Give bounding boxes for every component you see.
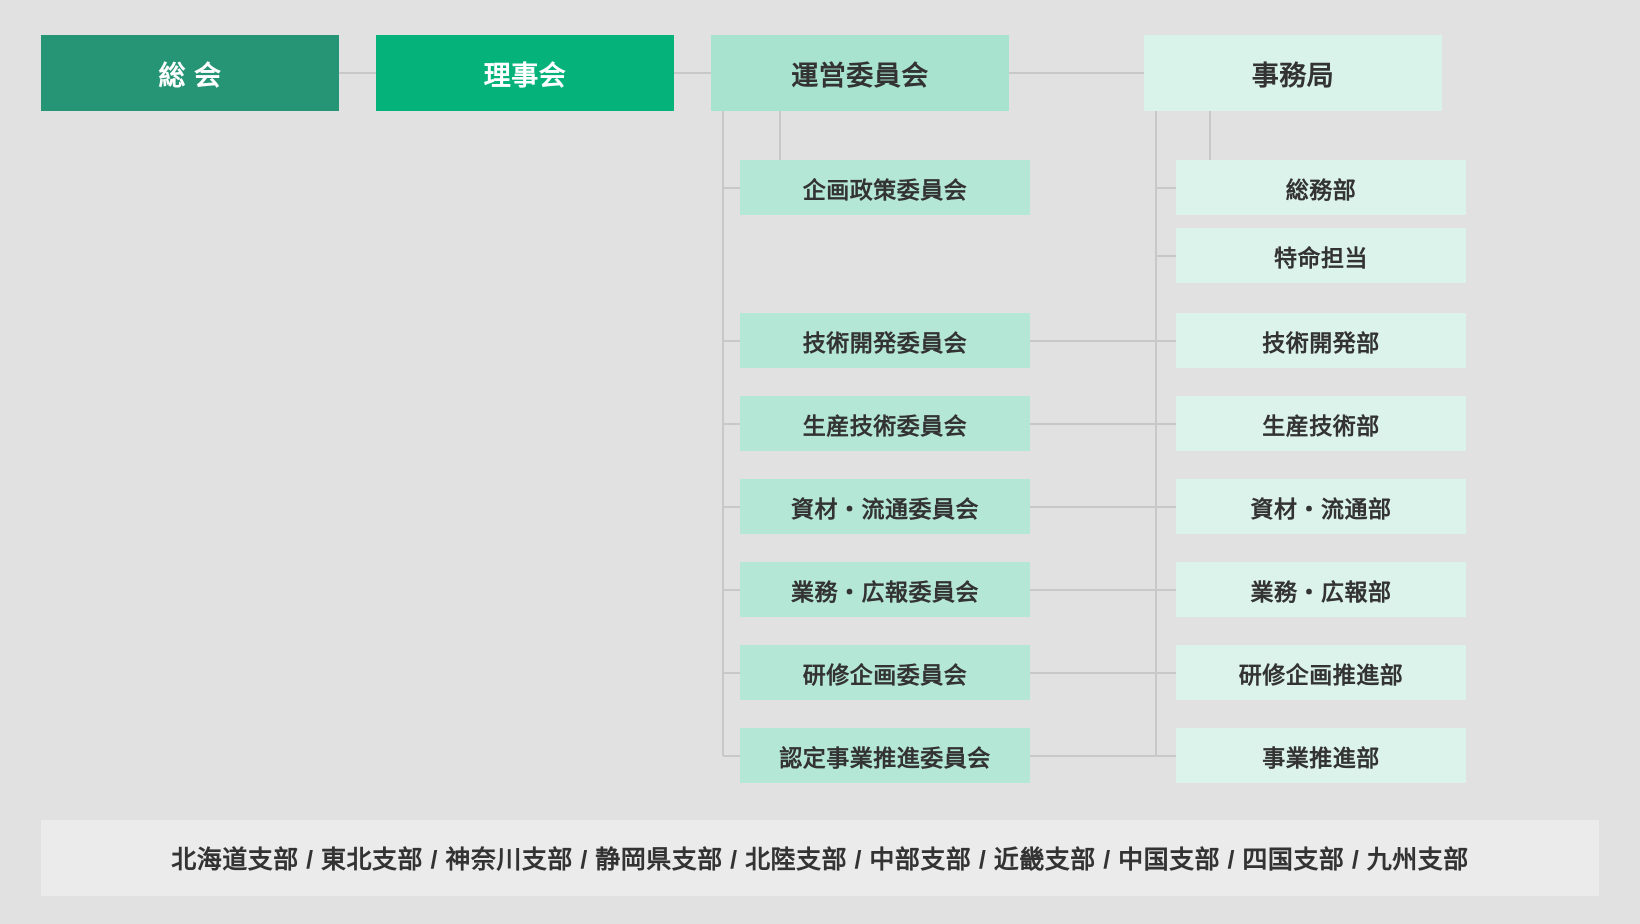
connector-line — [723, 506, 740, 508]
connector-line — [339, 72, 376, 74]
top-node-1: 理事会 — [376, 35, 674, 111]
department-box: 生産技術部 — [1176, 396, 1466, 451]
top-node-3: 事務局 — [1144, 35, 1442, 111]
connector-line — [1156, 340, 1176, 342]
branches-footer: 北海道支部 / 東北支部 / 神奈川支部 / 静岡県支部 / 北陸支部 / 中部… — [41, 820, 1599, 896]
committee-box: 資材・流通委員会 — [740, 479, 1030, 534]
connector-line — [1156, 506, 1176, 508]
connector-line — [723, 187, 740, 189]
connector-line — [723, 755, 740, 757]
committee-box: 生産技術委員会 — [740, 396, 1030, 451]
connector-line — [1156, 589, 1176, 591]
department-box: 資材・流通部 — [1176, 479, 1466, 534]
department-box: 業務・広報部 — [1176, 562, 1466, 617]
connector-line — [1209, 111, 1211, 160]
top-node-2: 運営委員会 — [711, 35, 1009, 111]
connector-line — [1156, 255, 1176, 257]
department-box: 特命担当 — [1176, 228, 1466, 283]
department-box: 総務部 — [1176, 160, 1466, 215]
connector-line — [722, 111, 724, 756]
connector-line — [1156, 187, 1176, 189]
connector-line — [1156, 423, 1176, 425]
committee-box: 技術開発委員会 — [740, 313, 1030, 368]
connector-line — [723, 423, 740, 425]
committee-box: 企画政策委員会 — [740, 160, 1030, 215]
org-chart: 総 会理事会運営委員会事務局企画政策委員会技術開発委員会生産技術委員会資材・流通… — [0, 0, 1640, 924]
connector-line — [723, 340, 740, 342]
connector-line — [1155, 111, 1157, 756]
department-box: 事業推進部 — [1176, 728, 1466, 783]
committee-box: 認定事業推進委員会 — [740, 728, 1030, 783]
connector-line — [1156, 672, 1176, 674]
connector-line — [1009, 72, 1144, 74]
department-box: 研修企画推進部 — [1176, 645, 1466, 700]
connector-line — [1156, 755, 1176, 757]
connector-line — [723, 672, 740, 674]
connector-line — [779, 111, 781, 160]
connector-line — [723, 589, 740, 591]
top-node-0: 総 会 — [41, 35, 339, 111]
department-box: 技術開発部 — [1176, 313, 1466, 368]
committee-box: 研修企画委員会 — [740, 645, 1030, 700]
committee-box: 業務・広報委員会 — [740, 562, 1030, 617]
connector-line — [674, 72, 711, 74]
